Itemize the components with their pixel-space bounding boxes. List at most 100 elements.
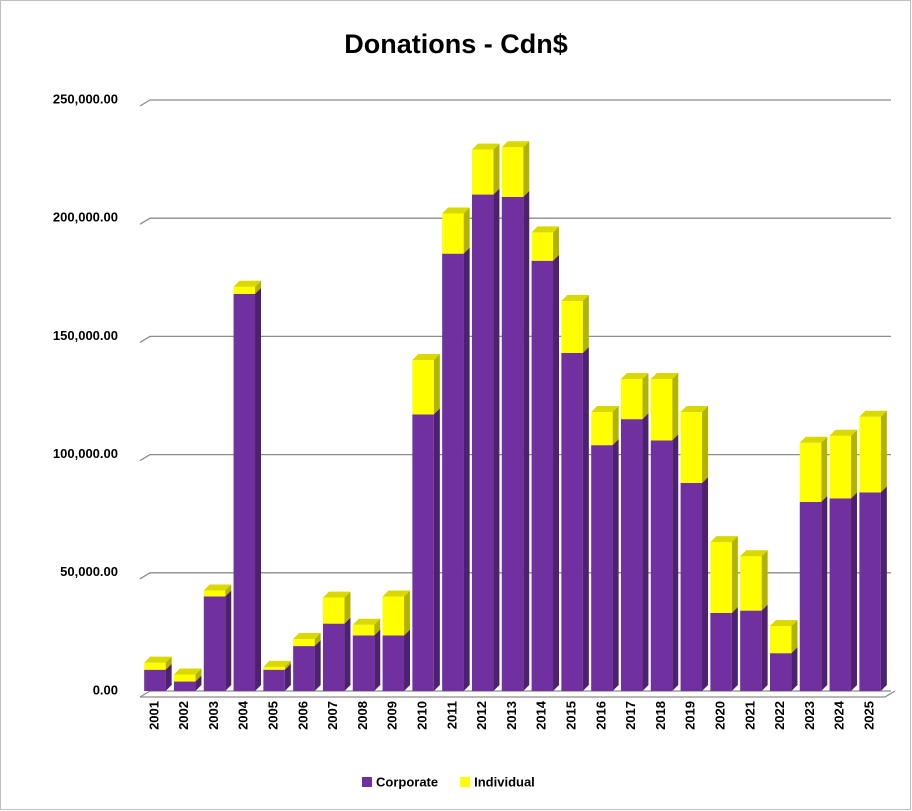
bar-depth-shade <box>672 372 679 441</box>
bar-depth-shade <box>523 141 530 197</box>
bar-top-shade <box>471 143 500 150</box>
bar <box>412 414 434 691</box>
bar-depth <box>761 604 768 691</box>
bar-depth <box>582 294 589 353</box>
bar-depth <box>582 346 589 691</box>
bar-depth-shade <box>463 207 470 254</box>
bar <box>620 378 643 420</box>
bar-depth <box>553 254 560 691</box>
bar-depth <box>255 287 262 691</box>
x-tick-label: 2018 <box>653 701 668 730</box>
bar-depth <box>493 188 500 691</box>
bar-depth <box>463 207 470 254</box>
bar-depth-shade <box>702 476 709 691</box>
bar-top <box>263 660 291 667</box>
x-tick-label: 2017 <box>623 701 638 730</box>
bar <box>561 300 583 353</box>
bar <box>471 149 494 195</box>
bar-depth-shade <box>195 675 202 691</box>
bar-top-shade <box>412 354 440 361</box>
bar <box>352 635 375 691</box>
bar-depth-shade <box>195 668 202 682</box>
bar-top <box>293 632 321 639</box>
bar-depth <box>880 410 887 493</box>
y-tick-label: 100,000.00 <box>53 446 118 461</box>
bar-top <box>561 294 589 301</box>
bar-depth <box>523 190 530 691</box>
bar-depth <box>284 663 291 691</box>
bar-depth <box>195 675 202 691</box>
bar-depth-shade <box>165 656 172 670</box>
bar-depth-shade <box>255 287 262 691</box>
bar-depth <box>344 617 351 691</box>
bar-top <box>501 141 530 148</box>
bar-top-shade <box>352 618 381 625</box>
bar-depth <box>523 141 530 197</box>
bar <box>740 556 762 611</box>
bar-depth-shade <box>284 663 291 691</box>
bar-depth <box>821 495 828 691</box>
bar-top <box>859 410 887 417</box>
bar-depth <box>702 476 709 691</box>
bar-top <box>203 584 232 591</box>
legend-label: Corporate <box>376 774 438 789</box>
legend-swatch <box>362 777 372 787</box>
bar-top-shade <box>144 656 172 663</box>
bar-depth-shade <box>612 406 619 446</box>
bar-depth-shade <box>374 618 381 636</box>
bar <box>650 440 673 691</box>
bar-top-shade <box>680 406 709 413</box>
bar-depth-shade <box>582 346 589 691</box>
bar-depth-shade <box>731 536 738 613</box>
bar-top-shade <box>382 590 411 597</box>
bar <box>442 213 464 254</box>
bar-top-shade <box>322 591 351 598</box>
bar-depth-shade <box>672 434 679 691</box>
x-tick-label: 2010 <box>415 701 430 730</box>
bar-top-shade <box>710 536 738 543</box>
bar-depth-shade <box>821 436 828 502</box>
bar <box>501 147 524 197</box>
bar-top-shade <box>561 294 589 301</box>
bar-depth <box>672 372 679 441</box>
bar-depth <box>225 584 232 597</box>
bar-depth <box>493 143 500 195</box>
bar <box>859 492 881 691</box>
bar <box>471 194 494 691</box>
bar-depth-shade <box>880 410 887 493</box>
bar <box>352 624 375 636</box>
bar-top-shade <box>859 410 887 417</box>
grid-line <box>139 335 891 343</box>
bar-depth <box>195 668 202 682</box>
bar-depth-shade <box>433 408 440 691</box>
bar-depth <box>553 226 560 261</box>
bar-depth <box>851 492 858 691</box>
bar <box>233 286 256 294</box>
bar-top <box>829 429 858 436</box>
bar-depth-shade <box>851 429 858 499</box>
bar <box>710 542 732 613</box>
bar-top-shade <box>650 372 679 379</box>
bar-depth-shade <box>433 354 440 415</box>
bar-top-shade <box>263 660 291 667</box>
bar <box>263 666 285 670</box>
bar <box>799 501 822 691</box>
bar <box>382 596 405 636</box>
bar <box>501 196 524 691</box>
bar-top <box>471 143 500 150</box>
bar <box>442 253 464 691</box>
bar-depth-shade <box>314 632 321 647</box>
bar <box>173 674 196 682</box>
bar-depth-shade <box>225 584 232 597</box>
x-tick-label: 2022 <box>772 701 787 730</box>
bar <box>799 442 822 502</box>
x-tick-label: 2006 <box>295 701 310 730</box>
bar-depth-shade <box>225 590 232 691</box>
bar <box>144 669 166 691</box>
bar-top <box>740 550 768 557</box>
bar-top-shade <box>442 207 470 214</box>
x-tick-label: 2020 <box>713 701 728 730</box>
x-tick-label: 2023 <box>802 701 817 730</box>
bar <box>650 378 673 441</box>
y-tick-label: 150,000.00 <box>53 328 118 343</box>
